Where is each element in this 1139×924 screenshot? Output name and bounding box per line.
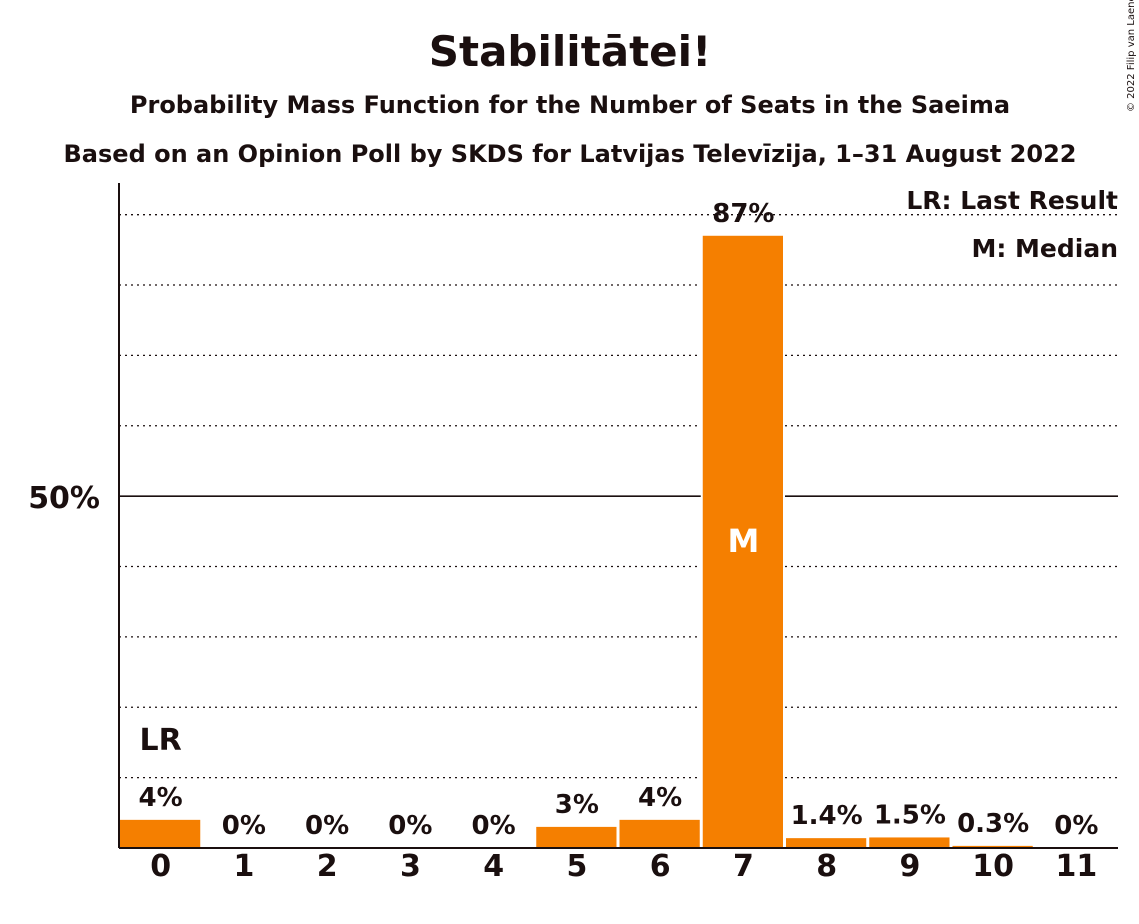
x-tick-label: 8: [816, 849, 837, 884]
bar: [952, 845, 1033, 848]
value-label: 0%: [472, 811, 516, 841]
value-label: 0%: [222, 811, 266, 841]
value-label: 0%: [1054, 811, 1098, 841]
value-label: 4%: [139, 783, 183, 813]
x-tick-label: 7: [733, 849, 754, 884]
chart-subtitle-2: Based on an Opinion Poll by SKDS for Lat…: [64, 140, 1077, 168]
value-label: 0%: [305, 811, 349, 841]
x-tick-label: 0: [150, 849, 171, 884]
x-tick-label: 1: [233, 849, 254, 884]
bar: [702, 235, 783, 848]
x-tick-label: 3: [400, 849, 421, 884]
bar: [619, 819, 700, 848]
value-label: 0.3%: [957, 809, 1029, 839]
bar: [120, 819, 201, 848]
x-tick-label: 4: [483, 849, 504, 884]
bar: [786, 838, 867, 848]
bar: [869, 837, 950, 848]
value-label: 4%: [638, 783, 682, 813]
chart-subtitle: Probability Mass Function for the Number…: [130, 91, 1010, 119]
value-label: 1.5%: [874, 800, 946, 830]
legend-median: M: Median: [971, 234, 1118, 263]
value-label: 0%: [388, 811, 432, 841]
value-label: 3%: [555, 790, 599, 820]
legend-last-result: LR: Last Result: [906, 186, 1118, 215]
bar: [536, 826, 617, 848]
median-marker: M: [727, 522, 759, 560]
copyright-text: © 2022 Filip van Laenen: [1126, 0, 1137, 112]
x-tick-label: 11: [1056, 849, 1098, 884]
value-label: 87%: [712, 199, 774, 229]
x-tick-label: 6: [650, 849, 671, 884]
x-tick-label: 2: [317, 849, 338, 884]
value-label: 1.4%: [791, 801, 863, 831]
x-tick-label: 9: [899, 849, 920, 884]
y-tick-label: 50%: [28, 481, 100, 516]
chart-title: Stabilitātei!: [429, 27, 711, 76]
x-tick-label: 5: [566, 849, 587, 884]
plot-area: 50% 4% 0 LR 0% 1 0% 2 0% 3 0% 4 3% 5 4% 6 87% 7 M 1.4% 8 1.5%…: [28, 183, 1118, 884]
x-tick-label: 10: [972, 849, 1014, 884]
last-result-marker: LR: [140, 723, 182, 758]
